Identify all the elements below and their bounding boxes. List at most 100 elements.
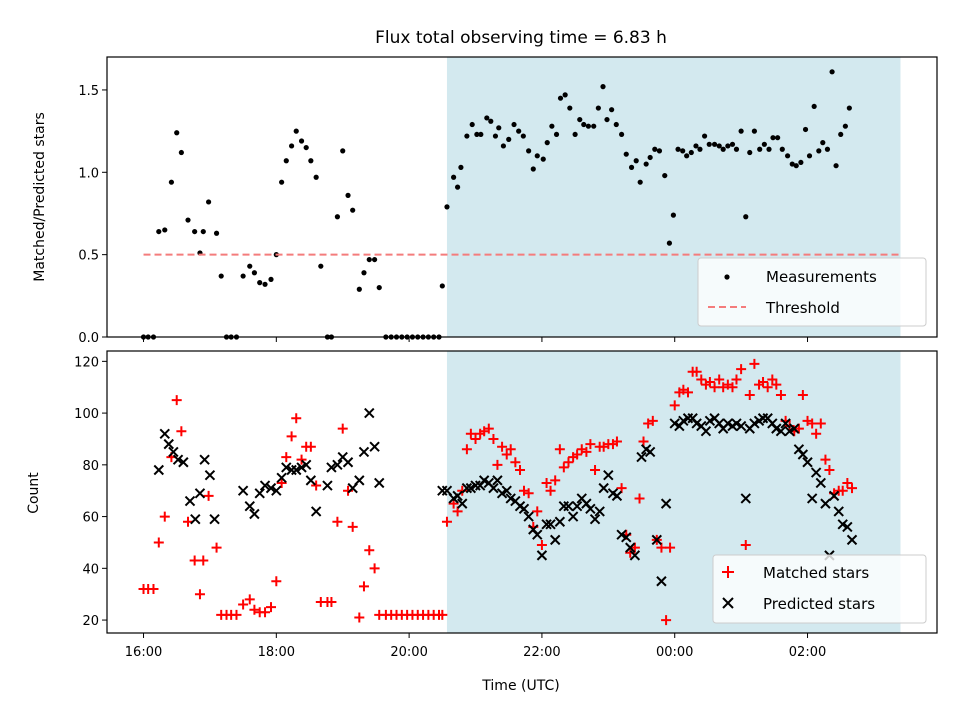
predicted-star-point: [644, 446, 656, 458]
matched-star-point: [820, 454, 831, 465]
measurement-point: [496, 125, 502, 131]
measurement-point: [785, 153, 791, 159]
measurement-point: [761, 141, 767, 147]
matched-star-point: [634, 493, 645, 504]
matched-star-point: [683, 387, 693, 398]
predicted-star-point: [326, 462, 337, 473]
predicted-star-point: [621, 532, 632, 543]
measurement-point: [666, 240, 673, 246]
measurement-point: [553, 131, 560, 138]
matched-star-point: [554, 444, 565, 455]
predicted-star-point: [629, 550, 641, 561]
matched-star-point: [194, 589, 205, 600]
predicted-star-point: [492, 475, 503, 486]
predicted-star-point: [611, 490, 623, 502]
predicted-star-point: [342, 457, 354, 468]
matched-star-point: [483, 423, 494, 434]
measurement-point: [185, 217, 191, 223]
measurement-point: [581, 121, 587, 128]
measurement-point: [162, 227, 168, 233]
measurement-point: [474, 131, 480, 138]
matched-star-point: [470, 433, 481, 444]
matched-star-point: [541, 477, 552, 488]
predicted-star-point: [194, 488, 206, 499]
predicted-star-point: [457, 498, 468, 509]
matched-star-point: [736, 364, 747, 375]
measurement-point: [520, 133, 526, 139]
measurement-point: [766, 146, 772, 152]
measurement-point: [697, 146, 703, 152]
predicted-star-point: [789, 423, 800, 434]
measurement-point: [633, 158, 639, 164]
matched-star-point: [176, 426, 187, 437]
matched-star-point: [740, 540, 751, 551]
matched-star-point: [515, 465, 526, 476]
measurement-point: [820, 140, 826, 146]
measurement-point: [488, 118, 494, 124]
measurement-point: [534, 153, 540, 159]
matched-star-point: [647, 415, 658, 426]
matched-star-point: [171, 395, 182, 406]
matched-star-point: [749, 358, 760, 369]
measurement-point: [613, 121, 619, 128]
predicted-star-point: [828, 490, 840, 502]
measurement-point: [174, 130, 180, 136]
matched-star-point: [347, 521, 358, 532]
predicted-star-point: [244, 501, 255, 512]
matched-star-point: [714, 374, 725, 385]
measurement-point: [458, 164, 464, 170]
matched-star-point: [441, 516, 452, 527]
predicted-star-point: [636, 451, 647, 463]
predicted-star-point: [199, 454, 210, 465]
legend-predicted-marker: [722, 597, 734, 609]
legend-predicted-label: Predicted stars: [763, 595, 875, 613]
top-x-axis: [143, 337, 809, 342]
predicted-star-point: [842, 521, 853, 533]
predicted-star-point: [797, 449, 809, 460]
matched-star-point: [704, 377, 715, 388]
measurement-point: [751, 128, 758, 134]
top-ytick-label: 0.5: [78, 249, 99, 264]
top-panel: 0.0 0.5 1.0 1.5 Matched/Predicted stars Mea…: [32, 56, 938, 346]
matched-star-point: [505, 444, 516, 455]
measurement-point: [192, 228, 198, 235]
matched-star-point: [616, 483, 627, 494]
predicted-star-point: [461, 482, 473, 494]
matched-star-point: [842, 477, 853, 488]
measurement-point: [334, 214, 341, 220]
predicted-star-point: [332, 459, 343, 471]
measurement-point: [619, 131, 625, 138]
predicted-star-point: [172, 454, 184, 465]
measurement-point: [720, 146, 726, 152]
predicted-star-point: [276, 472, 287, 483]
top-legend-box: [697, 257, 927, 327]
top-legend: Measurements Threshold: [697, 257, 927, 327]
predicted-star-point: [833, 506, 844, 517]
measurement-point: [802, 126, 809, 133]
measurement-point: [591, 123, 597, 129]
predicted-star-point: [571, 501, 583, 512]
matched-star-point: [532, 506, 543, 517]
measurement-point: [824, 146, 831, 152]
bot-xtick-label: 22:00: [523, 645, 560, 660]
predicted-star-point: [735, 420, 747, 432]
matched-star-point: [266, 602, 277, 613]
measurement-point: [789, 161, 795, 167]
bot-ytick-label: 20: [82, 614, 99, 629]
bot-ytick-label: 60: [82, 511, 99, 526]
matched-star-point: [238, 599, 249, 610]
measurement-point: [675, 146, 681, 152]
matched-star-point: [807, 418, 818, 429]
predicted-star-point: [354, 475, 365, 486]
measurement-point: [702, 133, 708, 139]
measurement-point: [693, 143, 699, 149]
matched-star-point: [661, 615, 672, 626]
measurement-point: [376, 284, 382, 291]
measurement-point: [557, 95, 564, 101]
bottom-x-axis: 16:00 18:00 20:00 22:00 00:00 02:00: [125, 633, 826, 660]
predicted-star-point: [265, 482, 277, 494]
measurement-point: [350, 207, 356, 213]
matched-star-point: [305, 441, 316, 452]
measurement-point: [288, 143, 295, 149]
measurement-point: [345, 192, 351, 198]
